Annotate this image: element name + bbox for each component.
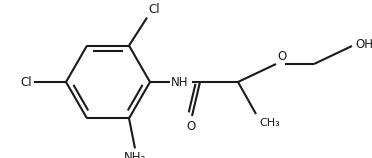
Text: NH₂: NH₂ xyxy=(124,151,146,158)
Text: Cl: Cl xyxy=(20,76,32,88)
Text: CH₃: CH₃ xyxy=(259,118,280,128)
Text: O: O xyxy=(186,120,196,133)
Text: Cl: Cl xyxy=(148,3,160,16)
Text: O: O xyxy=(277,50,286,63)
Text: OH: OH xyxy=(355,37,372,51)
Text: NH: NH xyxy=(171,76,189,88)
